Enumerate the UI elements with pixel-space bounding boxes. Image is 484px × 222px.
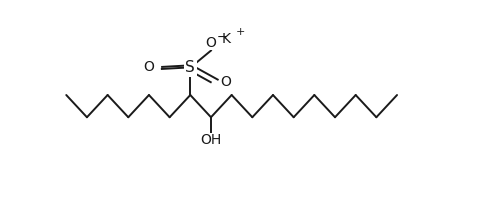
Text: −: − bbox=[216, 31, 227, 44]
Text: O: O bbox=[205, 36, 216, 50]
Text: OH: OH bbox=[200, 133, 221, 147]
Text: S: S bbox=[185, 60, 195, 75]
Text: O: O bbox=[220, 75, 231, 89]
Text: K: K bbox=[221, 32, 230, 46]
Text: +: + bbox=[235, 27, 244, 37]
Text: O: O bbox=[143, 60, 154, 74]
